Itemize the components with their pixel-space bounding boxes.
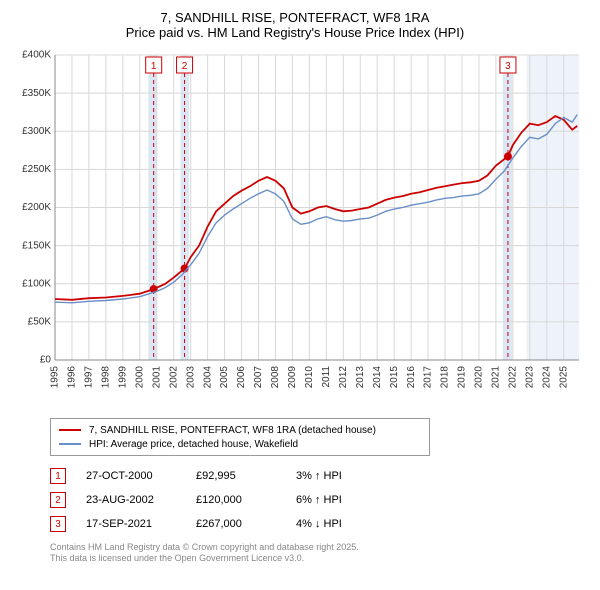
svg-text:2025: 2025 bbox=[558, 366, 569, 389]
tx-date: 23-AUG-2002 bbox=[86, 494, 196, 506]
tx-rel: 4% ↓ HPI bbox=[296, 518, 406, 530]
svg-text:2010: 2010 bbox=[304, 366, 315, 389]
svg-text:2013: 2013 bbox=[355, 366, 366, 389]
svg-text:1998: 1998 bbox=[101, 366, 112, 389]
svg-text:2017: 2017 bbox=[423, 366, 434, 389]
tx-date: 27-OCT-2000 bbox=[86, 470, 196, 482]
svg-text:2021: 2021 bbox=[491, 366, 502, 389]
svg-text:2002: 2002 bbox=[168, 366, 179, 389]
table-row: 1 27-OCT-2000 £92,995 3% ↑ HPI bbox=[50, 464, 585, 488]
legend-swatch-1 bbox=[59, 429, 81, 431]
chart-container: 7, SANDHILL RISE, PONTEFRACT, WF8 1RA Pr… bbox=[0, 0, 600, 575]
attribution-line1: Contains HM Land Registry data © Crown c… bbox=[50, 542, 585, 553]
title-subtitle: Price paid vs. HM Land Registry's House … bbox=[5, 25, 585, 40]
legend-label-2: HPI: Average price, detached house, Wake… bbox=[89, 439, 298, 450]
attribution: Contains HM Land Registry data © Crown c… bbox=[50, 542, 585, 565]
svg-text:2023: 2023 bbox=[524, 366, 535, 389]
svg-text:2003: 2003 bbox=[185, 366, 196, 389]
svg-text:2019: 2019 bbox=[457, 366, 468, 389]
svg-text:2022: 2022 bbox=[508, 366, 519, 389]
svg-text:2020: 2020 bbox=[474, 366, 485, 389]
legend-label-1: 7, SANDHILL RISE, PONTEFRACT, WF8 1RA (d… bbox=[89, 425, 376, 436]
svg-text:2007: 2007 bbox=[253, 366, 264, 389]
svg-text:2001: 2001 bbox=[151, 366, 162, 389]
svg-text:£400K: £400K bbox=[22, 50, 51, 61]
svg-text:2000: 2000 bbox=[134, 366, 145, 389]
svg-text:1995: 1995 bbox=[50, 366, 61, 389]
svg-text:2009: 2009 bbox=[287, 366, 298, 389]
svg-text:£50K: £50K bbox=[28, 317, 52, 328]
svg-text:2014: 2014 bbox=[372, 366, 383, 389]
svg-text:2008: 2008 bbox=[270, 366, 281, 389]
tx-rel: 3% ↑ HPI bbox=[296, 470, 406, 482]
table-row: 2 23-AUG-2002 £120,000 6% ↑ HPI bbox=[50, 488, 585, 512]
svg-text:1: 1 bbox=[151, 61, 157, 72]
chart-area: £0 £50K £100K £150K £200K £250K £300K £350K £400… bbox=[15, 50, 585, 410]
svg-text:£250K: £250K bbox=[22, 164, 51, 175]
svg-text:2018: 2018 bbox=[440, 366, 451, 389]
svg-text:2: 2 bbox=[182, 61, 188, 72]
tx-price: £120,000 bbox=[196, 494, 296, 506]
legend-swatch-2 bbox=[59, 443, 81, 445]
svg-text:2015: 2015 bbox=[389, 366, 400, 389]
svg-text:2004: 2004 bbox=[202, 366, 213, 389]
svg-text:1996: 1996 bbox=[67, 366, 78, 389]
tx-index-box: 2 bbox=[50, 492, 66, 508]
table-row: 3 17-SEP-2021 £267,000 4% ↓ HPI bbox=[50, 512, 585, 536]
transactions-table: 1 27-OCT-2000 £92,995 3% ↑ HPI 2 23-AUG-… bbox=[50, 464, 585, 536]
tx-price: £92,995 bbox=[196, 470, 296, 482]
tx-rel: 6% ↑ HPI bbox=[296, 494, 406, 506]
svg-text:2011: 2011 bbox=[321, 366, 332, 388]
svg-text:£100K: £100K bbox=[22, 278, 51, 289]
svg-text:2024: 2024 bbox=[541, 366, 552, 389]
svg-text:£300K: £300K bbox=[22, 126, 51, 137]
svg-text:2012: 2012 bbox=[338, 366, 349, 389]
attribution-line2: This data is licensed under the Open Gov… bbox=[50, 553, 585, 564]
svg-text:£200K: £200K bbox=[22, 202, 51, 213]
svg-text:2006: 2006 bbox=[236, 366, 247, 389]
tx-price: £267,000 bbox=[196, 518, 296, 530]
chart-svg: £0 £50K £100K £150K £200K £250K £300K £350K £400… bbox=[15, 50, 585, 410]
svg-text:2005: 2005 bbox=[219, 366, 230, 389]
svg-text:2016: 2016 bbox=[406, 366, 417, 389]
svg-text:£0: £0 bbox=[40, 355, 52, 366]
legend-item: 7, SANDHILL RISE, PONTEFRACT, WF8 1RA (d… bbox=[59, 423, 421, 437]
title-block: 7, SANDHILL RISE, PONTEFRACT, WF8 1RA Pr… bbox=[5, 10, 585, 40]
legend-box: 7, SANDHILL RISE, PONTEFRACT, WF8 1RA (d… bbox=[50, 418, 430, 456]
svg-text:£350K: £350K bbox=[22, 88, 51, 99]
legend-item: HPI: Average price, detached house, Wake… bbox=[59, 437, 421, 451]
svg-text:£150K: £150K bbox=[22, 240, 51, 251]
title-address: 7, SANDHILL RISE, PONTEFRACT, WF8 1RA bbox=[5, 10, 585, 25]
tx-index-box: 1 bbox=[50, 468, 66, 484]
svg-text:3: 3 bbox=[505, 61, 511, 72]
tx-index-box: 3 bbox=[50, 516, 66, 532]
svg-text:1997: 1997 bbox=[84, 366, 95, 389]
svg-text:1999: 1999 bbox=[117, 366, 128, 389]
tx-date: 17-SEP-2021 bbox=[86, 518, 196, 530]
